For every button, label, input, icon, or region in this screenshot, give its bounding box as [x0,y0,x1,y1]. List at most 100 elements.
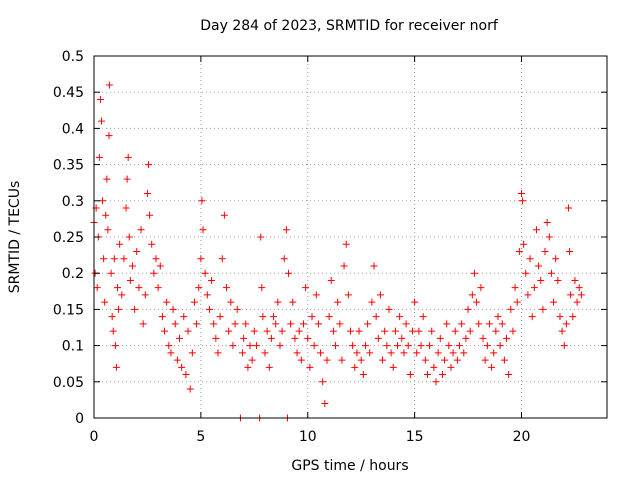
data-point [498,320,506,328]
data-point [483,342,491,350]
y-tick-label: 0.5 [62,49,84,65]
data-point [263,327,271,335]
data-point [116,240,124,248]
data-point [111,342,119,350]
data-point [114,284,122,292]
data-point [95,153,103,161]
data-point [368,298,376,306]
data-point [197,255,205,263]
data-point [126,276,134,284]
data-point [468,291,476,299]
data-point [274,298,282,306]
data-point [541,247,549,255]
data-point [413,349,421,357]
data-point [357,356,365,364]
data-point [577,291,585,299]
data-point [210,320,218,328]
data-point [208,276,216,284]
data-point [396,313,404,321]
y-tick-label: 0.25 [53,230,84,246]
data-point [195,284,203,292]
data-point [535,262,543,270]
data-point [372,313,380,321]
data-point [173,356,181,364]
data-point [122,204,130,212]
data-point [391,327,399,335]
data-point [543,219,551,227]
data-point [565,204,573,212]
data-point [240,334,248,342]
data-point [417,342,425,350]
data-point [278,327,286,335]
data-point [265,363,273,371]
data-point [366,349,374,357]
data-point [485,320,493,328]
data-point [351,363,359,371]
data-point [220,211,228,219]
data-point [105,81,113,89]
data-point [426,342,434,350]
data-point [462,334,470,342]
data-point [349,342,357,350]
data-point [554,276,562,284]
axis-ticks: 0 0.05 0.1 0.15 0.2 0.25 0.3 0.35 0.4 0.45 0.5 0 5 10… [53,49,607,445]
data-point [453,356,461,364]
data-point [133,247,141,255]
data-point [545,233,553,241]
data-point [150,269,158,277]
data-point [272,320,280,328]
data-point [500,356,508,364]
data-point [445,342,453,350]
data-point [567,291,575,299]
data-point [148,240,156,248]
data-point [125,233,133,241]
data-point [182,371,190,379]
y-tick-label: 0.2 [62,266,84,282]
data-point [135,284,143,292]
data-point [479,334,487,342]
data-point [244,363,252,371]
data-point [336,320,344,328]
data-point [270,313,278,321]
data-point [123,175,131,183]
data-point [421,356,429,364]
data-point [387,349,395,357]
data-point [216,313,224,321]
data-point [398,334,406,342]
data-point [456,342,464,350]
data-point [188,349,196,357]
data-point [359,371,367,379]
data-point [432,378,440,386]
data-point [408,327,416,335]
x-tick-label: 0 [90,429,99,445]
data-point [267,334,275,342]
data-point [323,356,331,364]
data-point [381,327,389,335]
data-point [163,298,171,306]
data-point [327,276,335,284]
data-point [156,262,164,270]
data-point [423,371,431,379]
data-point [411,298,419,306]
data-point [314,320,322,328]
data-point [438,371,446,379]
data-point [107,269,115,277]
data-point [246,342,254,350]
data-point [503,334,511,342]
data-point [404,342,412,350]
data-point [428,327,436,335]
data-point [180,313,188,321]
data-point [520,240,528,248]
data-point [167,349,175,357]
data-point [203,291,211,299]
data-point [494,313,502,321]
data-point [539,305,547,313]
data-point [190,298,198,306]
data-point [321,400,329,408]
data-point [285,269,293,277]
data-point [137,226,145,234]
data-point [214,349,222,357]
y-tick-label: 0.35 [53,158,84,174]
data-point [374,334,382,342]
